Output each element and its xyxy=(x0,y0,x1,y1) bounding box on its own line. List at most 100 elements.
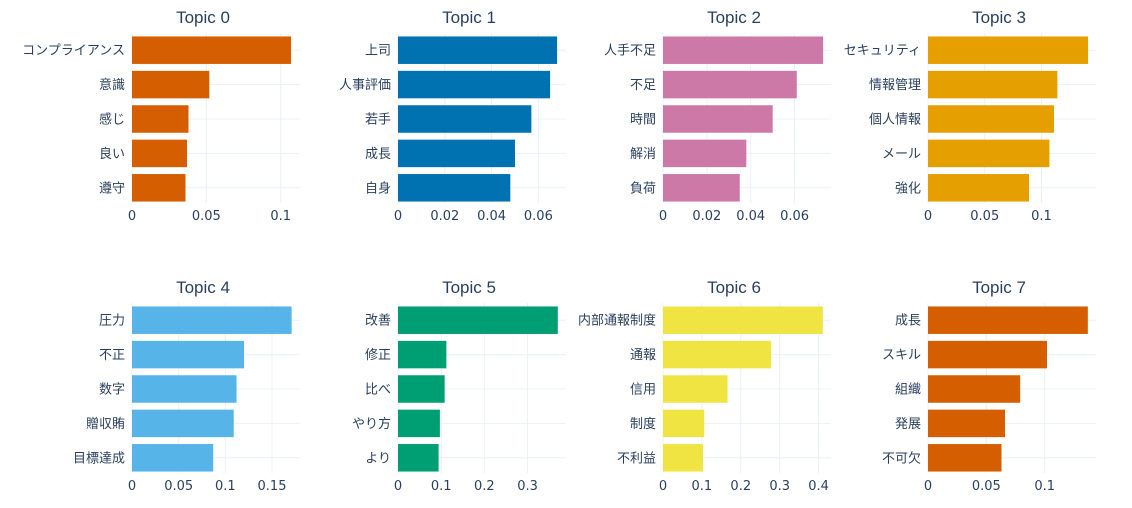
category-label: 情報管理 xyxy=(869,78,921,93)
category-label: 内部通報制度 xyxy=(578,313,656,329)
bar-topic-3-3 xyxy=(928,139,1050,168)
category-label: スキル xyxy=(882,348,921,363)
category-label: 贈収賄 xyxy=(86,416,125,432)
x-tick-label: 0.15 xyxy=(258,479,287,494)
category-label: 成長 xyxy=(895,314,921,329)
bar-topic-4-1 xyxy=(132,340,244,369)
bar-topic-0-3 xyxy=(132,139,188,168)
bar-topic-7-4 xyxy=(928,444,1002,472)
x-tick-label: 0.1 xyxy=(1031,209,1052,224)
chart-title: Topic 4 xyxy=(176,278,230,297)
bar-topic-5-4 xyxy=(398,444,439,472)
bar-topic-0-0 xyxy=(132,36,292,64)
category-label: セキュリティ xyxy=(844,44,921,59)
bar-topic-1-4 xyxy=(398,174,511,202)
x-tick-label: 0.1 xyxy=(270,209,291,224)
x-tick-label: 0.05 xyxy=(972,479,1001,494)
category-label: 意識 xyxy=(99,77,125,93)
category-label: 個人情報 xyxy=(869,113,921,128)
x-tick-label: 0 xyxy=(394,209,402,224)
bar-topic-1-3 xyxy=(398,139,515,168)
bar-topic-1-2 xyxy=(398,105,532,133)
bar-topic-2-3 xyxy=(663,139,747,168)
x-tick-label: 0.04 xyxy=(477,209,506,224)
category-label: 不利益 xyxy=(617,451,656,466)
bar-topic-7-2 xyxy=(928,375,1021,403)
category-label: 若手 xyxy=(365,112,391,128)
bar-topic-5-3 xyxy=(398,409,440,438)
x-tick-label: 0.1 xyxy=(215,479,236,494)
x-tick-label: 0.02 xyxy=(430,209,459,224)
x-tick-label: 0 xyxy=(924,209,932,224)
category-label: 組織 xyxy=(895,383,921,398)
bar-topic-3-1 xyxy=(928,70,1058,99)
bar-topic-2-0 xyxy=(663,36,824,64)
bar-topic-1-1 xyxy=(398,70,551,99)
bar-topic-3-0 xyxy=(928,36,1089,64)
bar-topic-4-4 xyxy=(132,444,214,472)
bar-topic-6-4 xyxy=(663,444,704,472)
x-tick-label: 0 xyxy=(394,479,402,494)
chart-title: Topic 7 xyxy=(972,278,1026,297)
category-label: 良い xyxy=(99,146,125,162)
category-label: 人手不足 xyxy=(604,44,656,59)
bar-topic-6-0 xyxy=(663,306,823,334)
x-tick-label: 0.2 xyxy=(474,479,495,494)
category-label: 遵守 xyxy=(99,180,125,196)
x-tick-label: 0.05 xyxy=(164,479,193,494)
category-label: コンプライアンス xyxy=(22,44,125,59)
category-label: 圧力 xyxy=(99,314,125,329)
bar-topic-3-2 xyxy=(928,105,1054,133)
bar-topic-0-1 xyxy=(132,70,210,99)
x-tick-label: 0.06 xyxy=(780,209,809,224)
chart-title: Topic 2 xyxy=(707,8,761,27)
bar-topic-5-2 xyxy=(398,375,445,403)
bar-topic-7-0 xyxy=(928,306,1088,334)
x-tick-label: 0 xyxy=(128,209,136,224)
category-label: 人事評価 xyxy=(339,78,391,93)
chart-title: Topic 6 xyxy=(707,278,761,297)
bar-topic-6-2 xyxy=(663,375,728,403)
category-label: 時間 xyxy=(630,113,656,128)
bar-topic-4-2 xyxy=(132,375,237,403)
category-label: 不可欠 xyxy=(882,450,921,466)
category-label: 改善 xyxy=(365,313,391,329)
category-label: 信用 xyxy=(630,383,656,398)
x-tick-label: 0.1 xyxy=(431,479,452,494)
bar-topic-0-4 xyxy=(132,174,186,202)
bar-topic-2-2 xyxy=(663,105,773,133)
x-tick-label: 0 xyxy=(659,479,667,494)
x-tick-label: 0.3 xyxy=(517,479,538,494)
x-tick-label: 0.1 xyxy=(1034,479,1055,494)
bar-topic-1-0 xyxy=(398,36,558,64)
category-label: 通報 xyxy=(630,348,656,363)
category-label: 解消 xyxy=(630,147,656,162)
category-label: 成長 xyxy=(365,147,391,162)
x-tick-label: 0.02 xyxy=(692,209,721,224)
category-label: 数字 xyxy=(99,383,125,398)
category-label: 修正 xyxy=(365,348,391,363)
category-label: 上司 xyxy=(365,44,391,59)
chart-title: Topic 1 xyxy=(442,8,496,27)
category-label: メール xyxy=(882,147,921,162)
chart-title: Topic 5 xyxy=(442,278,496,297)
bar-topic-2-1 xyxy=(663,70,797,99)
x-tick-label: 0 xyxy=(924,479,932,494)
category-label: 感じ xyxy=(99,112,125,128)
x-tick-label: 0.05 xyxy=(192,209,221,224)
category-label: 発展 xyxy=(895,417,921,432)
x-tick-label: 0.1 xyxy=(692,479,713,494)
bar-topic-3-4 xyxy=(928,174,1030,202)
bar-topic-0-2 xyxy=(132,105,189,133)
category-label: 目標達成 xyxy=(73,451,125,466)
category-label: 制度 xyxy=(630,416,656,432)
bar-topic-6-1 xyxy=(663,340,772,369)
bar-topic-4-0 xyxy=(132,306,292,334)
x-tick-label: 0 xyxy=(659,209,667,224)
category-label: 不足 xyxy=(630,78,656,93)
